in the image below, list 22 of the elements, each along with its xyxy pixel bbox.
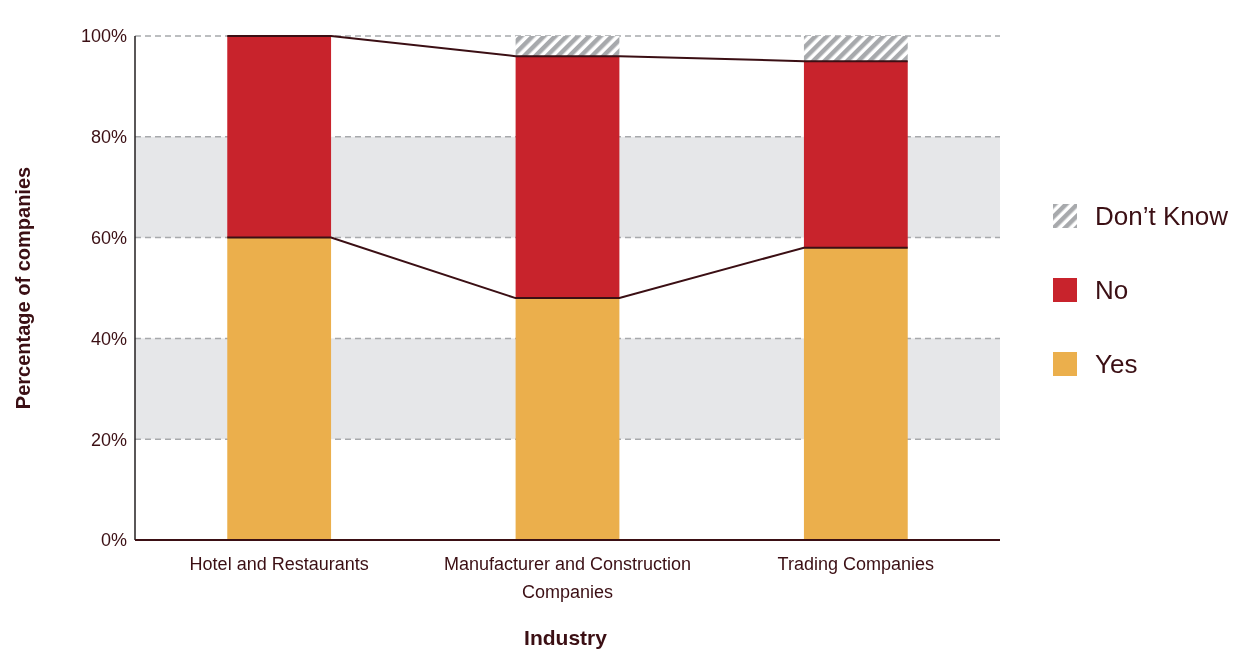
y-tick-label: 100% (80, 26, 127, 47)
bar (227, 36, 332, 238)
y-tick-label: 40% (90, 328, 127, 349)
legend-label: Yes (1095, 349, 1138, 380)
y-tick-label: 20% (90, 429, 127, 450)
bar (803, 36, 908, 62)
bar (515, 298, 620, 540)
legend-label: Don’t Know (1095, 201, 1229, 232)
bar (227, 237, 332, 540)
bar (515, 56, 620, 299)
y-tick-label: 0% (100, 530, 127, 551)
bar (515, 36, 620, 57)
bar (803, 247, 908, 540)
y-tick-label: 80% (90, 127, 127, 148)
bar (803, 61, 908, 248)
y-axis-title: Percentage of companies (12, 166, 34, 410)
x-tick-label: Trading Companies (777, 554, 935, 574)
x-tick-label: Hotel and Restaurants (189, 554, 369, 574)
legend-label: No (1095, 275, 1129, 306)
x-tick-label: Manufacturer and Construction Companies (443, 554, 692, 602)
x-axis-title: Industry (524, 626, 608, 649)
y-tick-label: 60% (90, 227, 127, 248)
